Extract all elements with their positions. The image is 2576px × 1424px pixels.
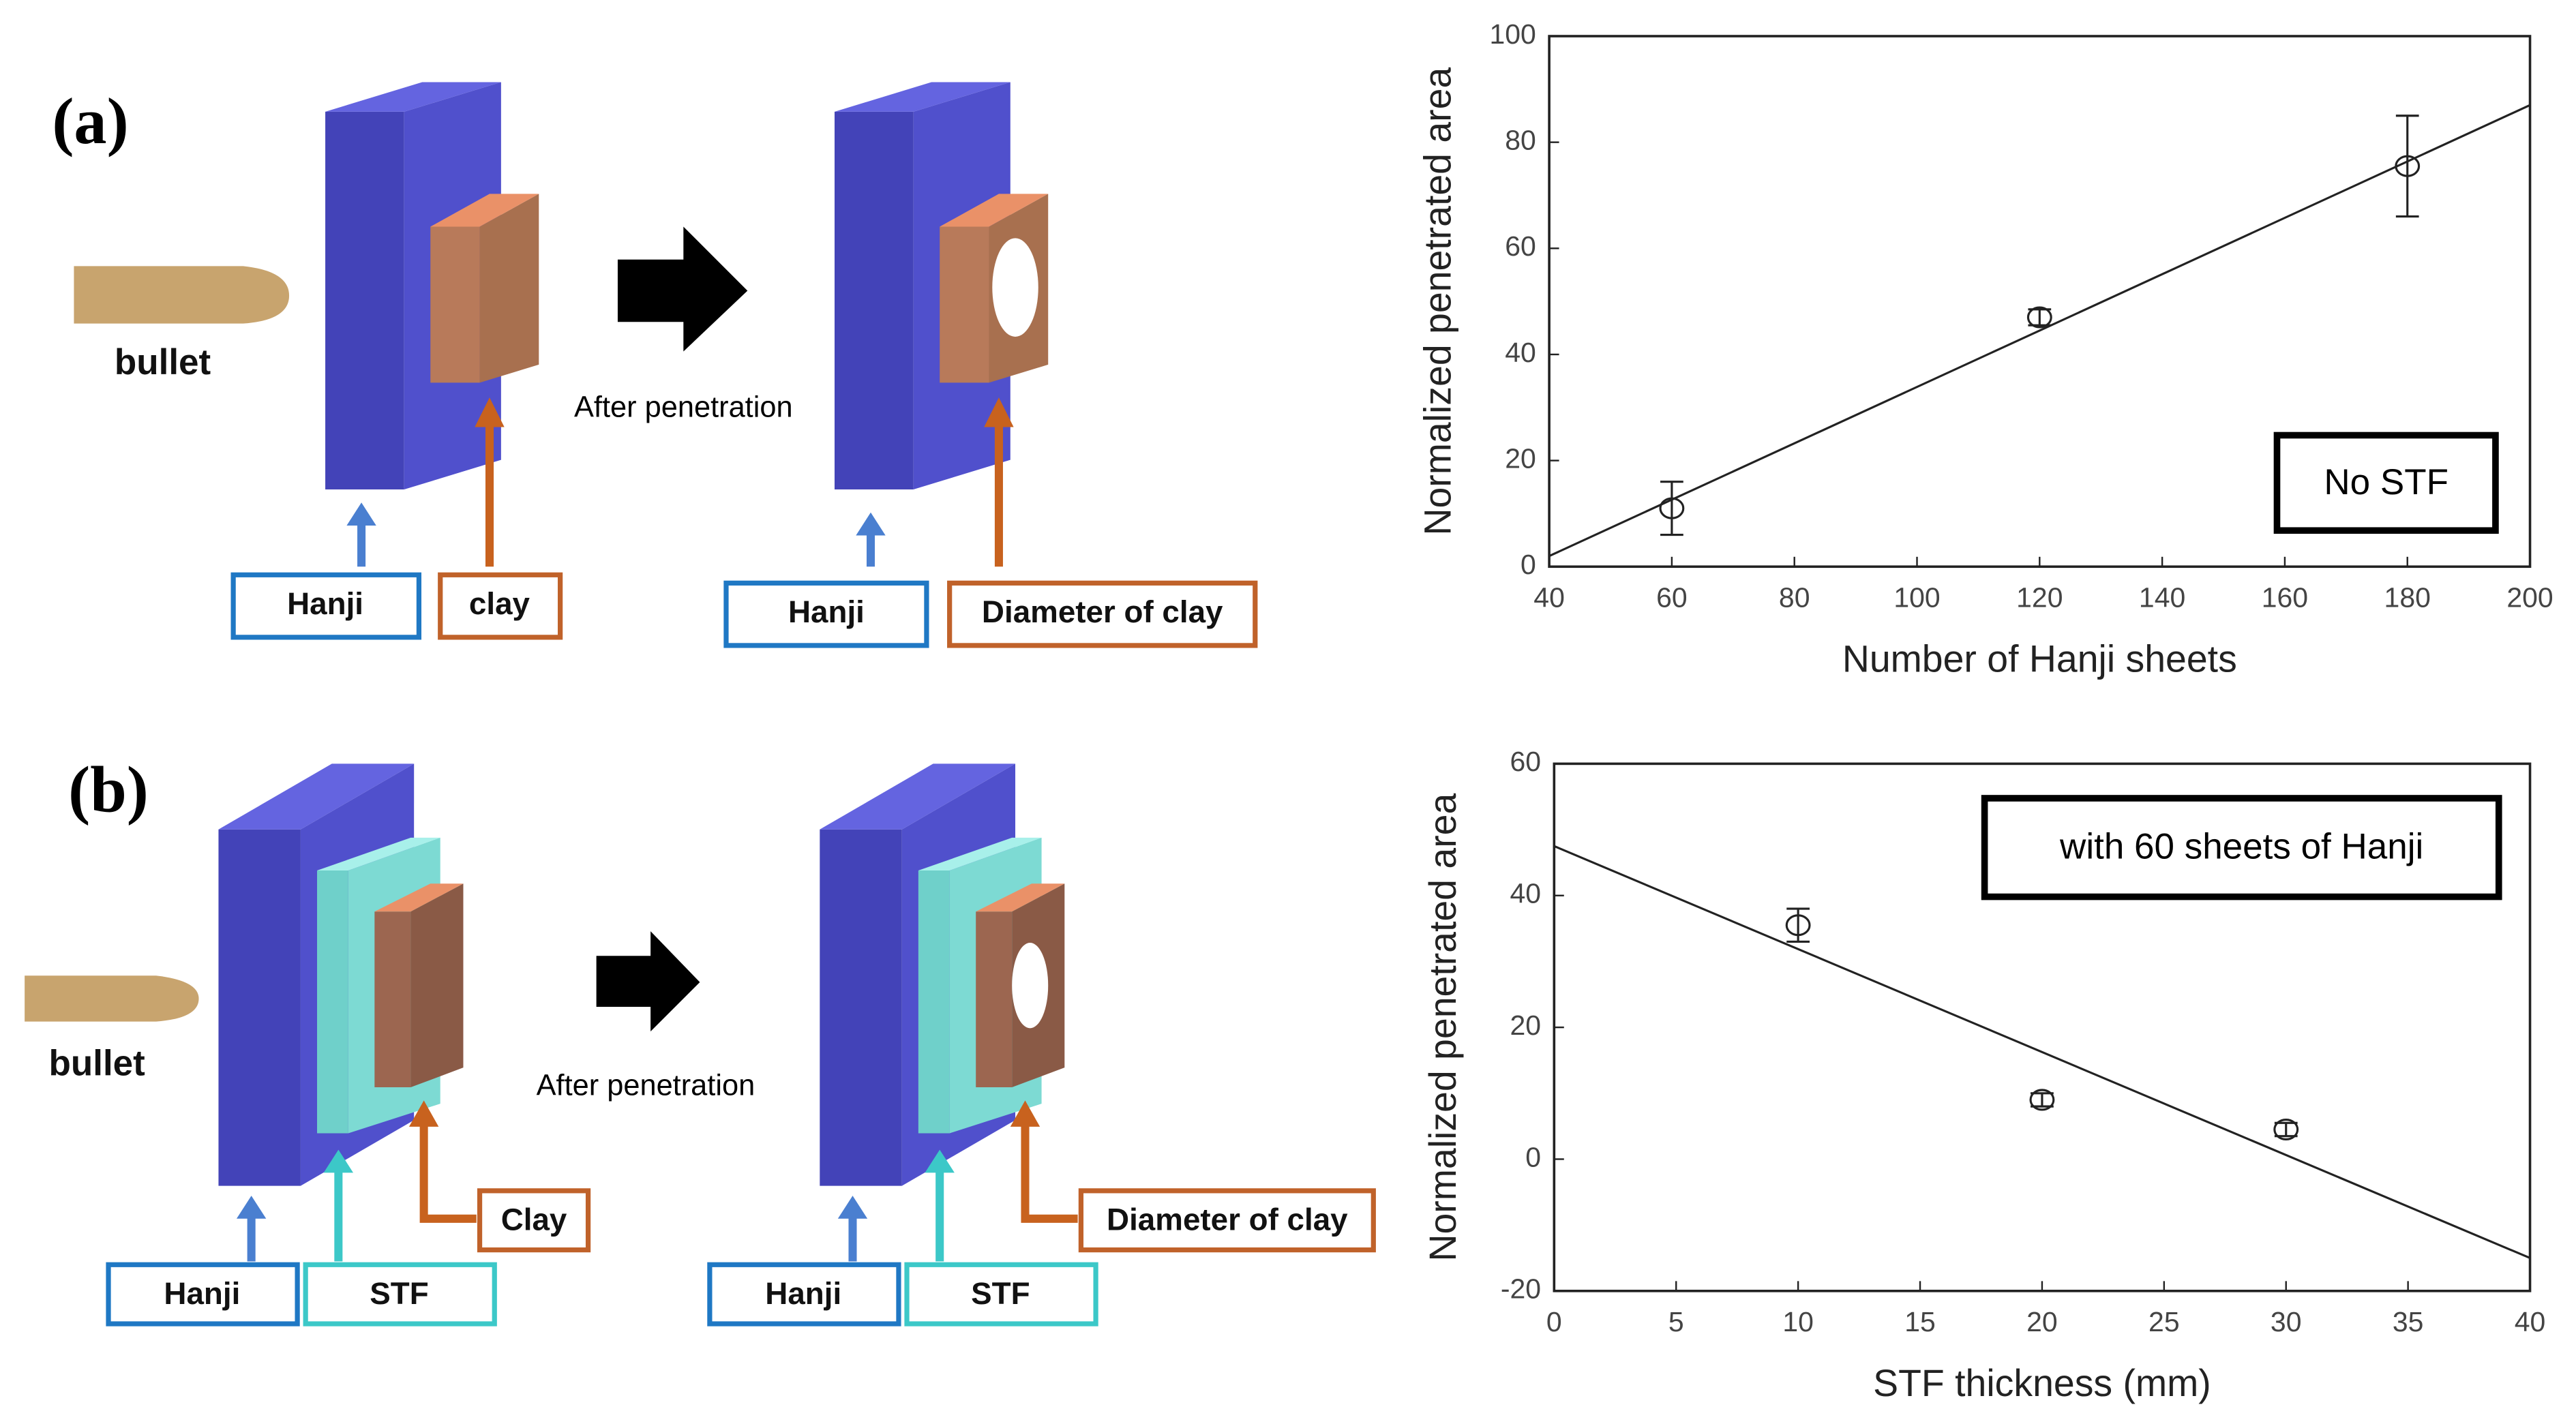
x-tick-label: 5 — [1668, 1306, 1684, 1337]
y-tick-label: 0 — [1521, 549, 1536, 580]
hole — [1012, 943, 1049, 1029]
x-tick-label: 15 — [1904, 1306, 1936, 1337]
pointer — [236, 1100, 1078, 1262]
chart: 40 60 80 100 120 140 160 180 200 0 20 40 60 80 100 Numb… — [1417, 18, 2553, 680]
bullet-shape — [25, 975, 199, 1022]
x-tick-label: 10 — [1782, 1306, 1814, 1337]
x-tick-label: 40 — [2515, 1306, 2546, 1337]
clay-label: Clay — [501, 1202, 567, 1237]
x-tick-label: 30 — [2271, 1306, 2302, 1337]
stf-label: STF — [370, 1276, 428, 1311]
pointer — [346, 397, 1014, 567]
x-tick-label: 200 — [2506, 581, 2553, 613]
hanji-label: Hanji — [164, 1276, 240, 1311]
hanji-label: Hanji — [788, 594, 865, 629]
y-tick-label: 100 — [1489, 18, 1536, 50]
stf-label: STF — [971, 1276, 1030, 1311]
bullet-label: bullet — [115, 342, 211, 382]
label-box — [1078, 1188, 1376, 1253]
x-axis-label: Number of Hanji sheets — [1842, 638, 2237, 680]
x-tick-label: 180 — [2384, 581, 2431, 613]
error-bar — [1660, 481, 1683, 536]
arrow — [596, 931, 700, 1032]
diameter-label: Diameter of clay — [1107, 1202, 1348, 1237]
clay-block — [430, 194, 539, 383]
label-box — [303, 1262, 497, 1327]
x-tick-label: 60 — [1656, 581, 1688, 613]
error-bar — [1786, 907, 1810, 943]
clay-label: clay — [469, 586, 530, 621]
x-tick-label: 35 — [2393, 1306, 2424, 1337]
bullet-shape — [74, 266, 290, 324]
label-box — [477, 1188, 591, 1253]
x-tick-label: 140 — [2139, 581, 2185, 613]
hole — [992, 238, 1038, 337]
x-tick-label: 80 — [1779, 581, 1810, 613]
y-tick-label: 20 — [1510, 1010, 1541, 1041]
x-tick-label: 40 — [1533, 581, 1565, 613]
annotation-box — [1981, 795, 2502, 900]
x-tick-label: 20 — [2026, 1306, 2058, 1337]
error-bar — [2274, 1121, 2298, 1138]
diameter-label: Diameter of clay — [982, 594, 1223, 629]
fit-line — [1553, 845, 2531, 1259]
fit-line — [1548, 104, 2531, 558]
data-point — [2273, 1118, 2299, 1140]
data-point — [1785, 914, 1811, 937]
x-axis-label: STF thickness (mm) — [1873, 1362, 2211, 1404]
diagram-b: (b) bullet After penetration Hanji STF C… — [25, 753, 1376, 1327]
charts: 40 60 80 100 120 140 160 180 200020406080100Numb… — [1417, 18, 2553, 1404]
annotation: No STF — [2324, 462, 2448, 502]
hanji-label: Hanji — [765, 1276, 841, 1311]
y-tick-label: -20 — [1501, 1273, 1541, 1305]
label-box — [230, 572, 422, 640]
y-tick-label: 0 — [1525, 1141, 1541, 1172]
annotation: with 60 sheets of Hanji — [2059, 827, 2423, 867]
label-box — [947, 580, 1258, 648]
label-box — [707, 1262, 901, 1327]
y-tick-label: 40 — [1510, 878, 1541, 909]
y-tick-label: 60 — [1505, 230, 1536, 262]
y-axis-label: Normalized penetrated area — [1422, 793, 1464, 1262]
panel-tag: (b) — [68, 753, 149, 826]
label-box — [438, 572, 563, 640]
y-tick-label: 40 — [1505, 337, 1536, 368]
annotation-box — [2273, 431, 2499, 534]
label-box — [904, 1262, 1098, 1327]
error-bar — [2028, 308, 2052, 327]
data-point — [2026, 306, 2052, 329]
data-point — [1659, 497, 1685, 519]
bullet-label: bullet — [48, 1044, 145, 1084]
y-tick-label: 80 — [1505, 124, 1536, 155]
x-tick-label: 25 — [2148, 1306, 2180, 1337]
x-tick-label: 160 — [2262, 581, 2308, 613]
panel-tag: (a) — [52, 85, 128, 157]
y-axis-label: Normalized penetrated area — [1417, 67, 1459, 536]
y-tick-label: 60 — [1510, 746, 1541, 777]
x-tick-label: 120 — [2016, 581, 2063, 613]
error-bar — [2395, 115, 2419, 218]
data-point — [2395, 155, 2421, 177]
after-label: After penetration — [537, 1070, 755, 1102]
arrow — [617, 226, 748, 352]
x-tick-label: 100 — [1893, 581, 1940, 613]
label-box — [723, 580, 929, 648]
diagram-a: (a) bullet After penetration Hanji clay … — [52, 82, 1258, 648]
hanji-label: Hanji — [287, 586, 363, 621]
error-bar — [2031, 1092, 2054, 1108]
data-point — [2029, 1089, 2055, 1111]
y-tick-label: 20 — [1505, 442, 1536, 474]
after-label: After penetration — [574, 391, 793, 423]
label-box — [106, 1262, 300, 1327]
x-tick-label: 0 — [1546, 1306, 1562, 1337]
